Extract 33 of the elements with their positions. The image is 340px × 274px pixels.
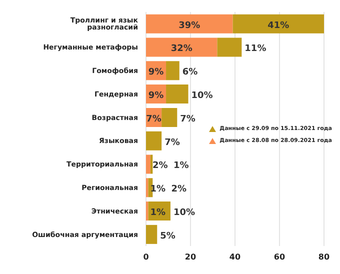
data-label: 41% <box>268 20 290 31</box>
data-label: 5% <box>160 231 176 242</box>
data-label: 2% <box>152 161 168 172</box>
data-label: 10% <box>173 208 196 218</box>
x-tick-label: 60 <box>274 252 286 262</box>
x-tick-label: 20 <box>184 252 196 262</box>
data-label: 7% <box>164 138 180 148</box>
bar <box>150 154 153 174</box>
data-label: 10% <box>191 91 213 102</box>
x-tick-label: 0 <box>143 252 150 262</box>
bar <box>146 38 218 57</box>
bar <box>166 84 188 104</box>
bar <box>146 131 162 150</box>
data-label: 1% <box>150 208 166 218</box>
bar <box>146 224 158 244</box>
x-tick-label: 80 <box>318 252 330 262</box>
data-label: 32% <box>170 44 192 54</box>
bar <box>146 14 233 34</box>
bar <box>217 38 242 57</box>
data-label: 1% <box>173 161 189 172</box>
data-label: 7% <box>146 114 162 124</box>
data-label: 2% <box>171 184 187 195</box>
data-label: 9% <box>148 68 164 78</box>
bar <box>166 61 180 80</box>
bar <box>162 108 178 127</box>
data-label: 7% <box>180 114 196 124</box>
data-label: 6% <box>182 68 198 78</box>
data-label: 9% <box>148 91 164 102</box>
bar <box>232 14 324 34</box>
bar <box>146 154 150 174</box>
data-label: 11% <box>244 44 266 54</box>
x-tick-label: 40 <box>229 252 241 262</box>
data-label: 39% <box>178 20 200 31</box>
